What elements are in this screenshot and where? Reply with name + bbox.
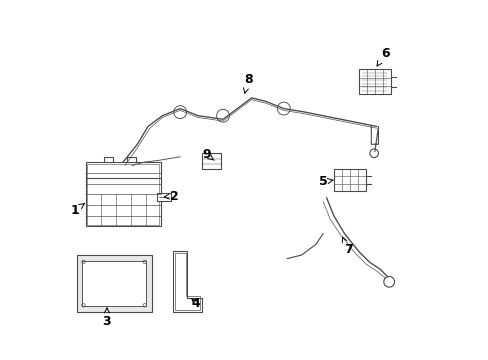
FancyBboxPatch shape <box>85 162 160 226</box>
Text: 5: 5 <box>318 175 332 188</box>
Text: 1: 1 <box>70 203 84 217</box>
Text: 6: 6 <box>376 47 389 66</box>
Polygon shape <box>173 251 201 312</box>
Bar <box>104 157 113 162</box>
Text: 7: 7 <box>342 237 352 256</box>
Text: 9: 9 <box>202 148 214 162</box>
Text: 4: 4 <box>191 297 200 310</box>
Bar <box>126 157 136 162</box>
FancyBboxPatch shape <box>82 261 145 306</box>
Text: 2: 2 <box>164 190 179 203</box>
FancyBboxPatch shape <box>157 193 171 202</box>
FancyBboxPatch shape <box>201 153 221 169</box>
FancyBboxPatch shape <box>358 69 390 94</box>
Text: 3: 3 <box>102 308 111 328</box>
FancyBboxPatch shape <box>77 255 151 312</box>
Text: 8: 8 <box>243 73 252 93</box>
FancyBboxPatch shape <box>333 169 365 191</box>
